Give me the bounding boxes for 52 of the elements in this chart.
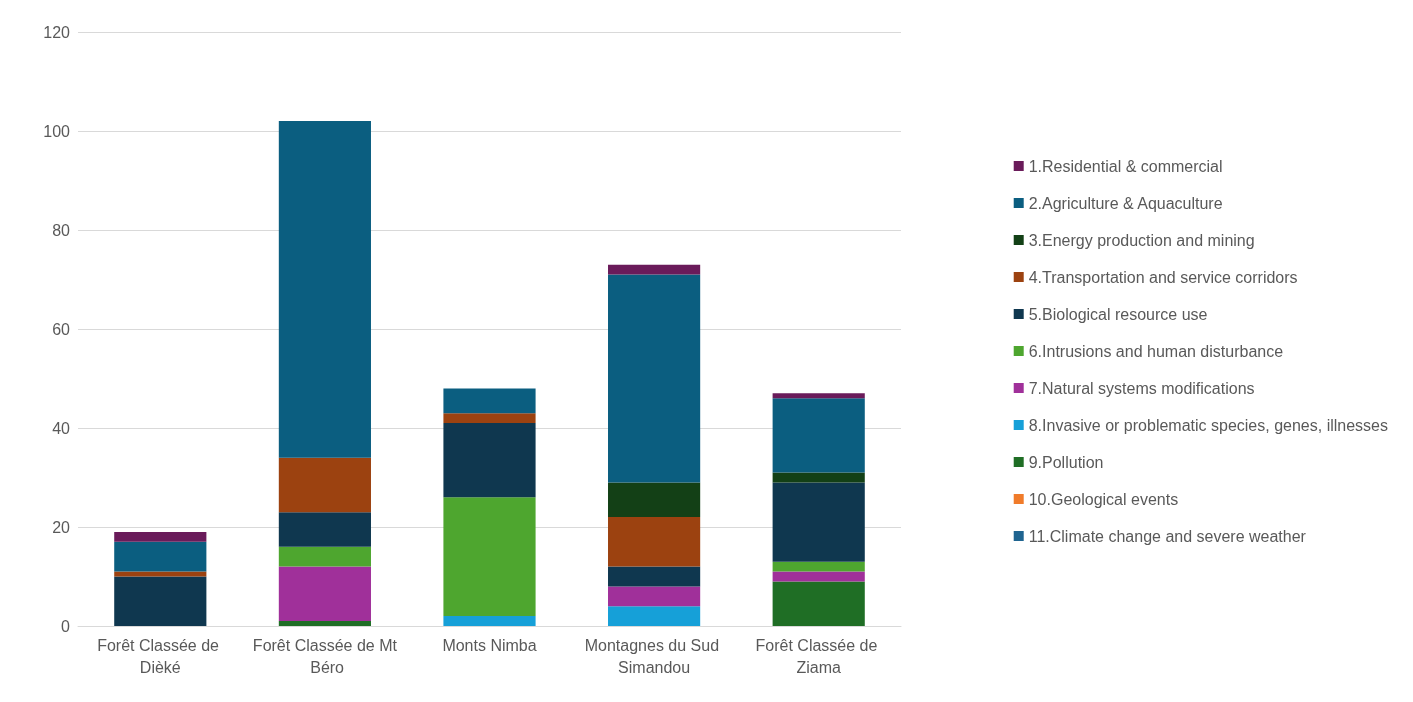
bar bbox=[772, 571, 865, 582]
bar bbox=[114, 541, 207, 572]
bar bbox=[278, 512, 371, 547]
y-tick-label: 120 bbox=[43, 23, 71, 41]
y-tick-label: 20 bbox=[52, 518, 71, 536]
bar bbox=[443, 388, 536, 414]
y-tick-label: 60 bbox=[52, 320, 71, 338]
bar bbox=[772, 393, 865, 399]
y-tick-label: 0 bbox=[61, 617, 71, 635]
legend-label: 7.Natural systems modifications bbox=[1028, 379, 1255, 397]
x-tick-label: Forêt Classée de Ziama bbox=[755, 636, 882, 676]
legend-label: 8.Invasive or problematic species, genes, illnesses bbox=[1028, 416, 1389, 434]
legend-label: 2.Agriculture & Aquaculture bbox=[1028, 194, 1223, 212]
bar bbox=[772, 398, 865, 473]
bar bbox=[608, 586, 701, 607]
bar bbox=[772, 472, 865, 483]
bar bbox=[443, 616, 536, 626]
legend-label: 5.Biological resource use bbox=[1028, 305, 1208, 323]
bar bbox=[608, 274, 701, 483]
bar bbox=[278, 457, 371, 513]
legend-label: 11.Climate change and severe weather bbox=[1028, 527, 1307, 545]
x-tick-label: Monts Nimba bbox=[442, 636, 537, 654]
legend-label: 9.Pollution bbox=[1028, 453, 1104, 471]
legend-label: 3.Energy production and mining bbox=[1028, 231, 1255, 249]
legend-label: 6.Intrusions and human disturbance bbox=[1028, 342, 1284, 360]
bar bbox=[278, 121, 371, 458]
bar bbox=[278, 546, 371, 567]
bar bbox=[443, 413, 536, 424]
bar bbox=[114, 576, 207, 626]
legend-label: 1.Residential & commercial bbox=[1028, 157, 1223, 175]
bar bbox=[608, 606, 701, 626]
bar bbox=[608, 517, 701, 567]
x-tick-label: Forêt Classée de Mt Béro bbox=[252, 636, 398, 676]
bar bbox=[278, 621, 371, 626]
bar bbox=[772, 482, 865, 562]
bar bbox=[608, 264, 701, 275]
bar bbox=[114, 531, 207, 542]
y-tick-label: 100 bbox=[43, 122, 71, 140]
bar bbox=[608, 566, 701, 587]
bar bbox=[443, 423, 536, 498]
bar bbox=[608, 482, 701, 518]
legend-label: 4.Transportation and service corridors bbox=[1028, 268, 1298, 286]
bar bbox=[278, 566, 371, 622]
bar bbox=[443, 497, 536, 617]
x-tick-label: Forêt Classée de Dièké bbox=[97, 636, 224, 676]
y-tick-label: 40 bbox=[52, 419, 71, 437]
bar bbox=[772, 581, 865, 626]
x-tick-label: Montagnes du Sud Simandou bbox=[584, 636, 724, 676]
legend-label: 10.Geological events bbox=[1028, 490, 1179, 508]
bar bbox=[772, 561, 865, 572]
y-tick-label: 80 bbox=[52, 221, 71, 239]
bar bbox=[114, 571, 207, 577]
